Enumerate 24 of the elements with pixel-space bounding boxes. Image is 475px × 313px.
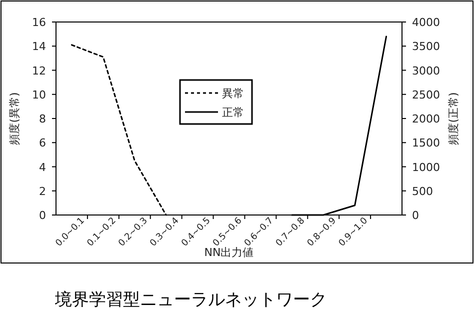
x-axis-title: NN出力値: [204, 246, 254, 259]
y-axis-title: 頻度(異常): [8, 92, 21, 145]
y2-tick-label: 1000: [412, 160, 440, 174]
y-tick-label: 8: [39, 112, 46, 126]
y2-tick-label: 1500: [412, 136, 440, 150]
y2-tick-label: 3500: [412, 40, 440, 54]
text: 境界学習型ニューラルネットワーク: [54, 290, 327, 310]
y2-tick-label: 500: [412, 184, 433, 198]
y-tick-label: 12: [32, 64, 46, 78]
y-tick-label: 2: [39, 184, 46, 198]
y-tick-label: 6: [39, 136, 46, 150]
y2-tick-label: 3000: [412, 64, 440, 78]
y-tick-label: 16: [32, 16, 46, 29]
y2-tick-label: 2500: [412, 88, 440, 102]
legend-label: 異常: [222, 87, 244, 100]
y2-axis-title: 頻度(正常): [447, 92, 460, 145]
y-tick-label: 0: [39, 209, 46, 222]
y-tick-label: 10: [32, 88, 46, 102]
y2-tick-label: 4000: [412, 16, 440, 29]
legend-label: 正常: [222, 106, 244, 119]
y-tick-label: 4: [39, 160, 46, 174]
y-tick-label: 14: [32, 40, 46, 54]
y2-tick-label: 2000: [412, 112, 440, 126]
y2-tick-label: 0: [412, 209, 419, 222]
